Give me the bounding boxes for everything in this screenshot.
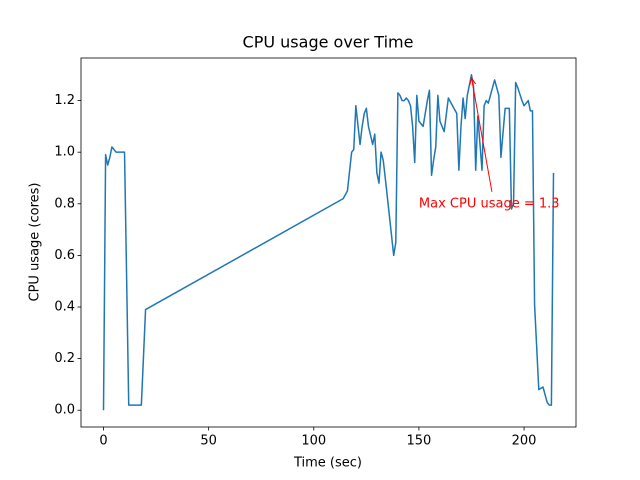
y-tick-label: 0.8 (54, 196, 75, 211)
line (102, 74, 555, 411)
y-tick-label: 0.0 (54, 403, 75, 418)
y-tick-label: 0.6 (54, 248, 75, 263)
y-tick-label: 0.4 (54, 300, 75, 315)
y-tick-label: 1.2 (54, 93, 75, 108)
x-tick-label: 50 (200, 434, 217, 449)
x-tick-label: 0 (99, 434, 107, 449)
annotation-text: Max CPU usage = 1.3 (419, 196, 560, 211)
axes-frame (80, 57, 577, 428)
x-tick-label: 100 (301, 434, 326, 449)
x-axis-label: Time (sec) (293, 456, 362, 471)
chart-title: CPU usage over Time (243, 33, 414, 52)
y-axis-label: CPU usage (cores) (28, 183, 43, 302)
annotation-arrow (471, 78, 493, 192)
x-tick-label: 200 (512, 434, 537, 449)
y-tick-label: 1.0 (54, 145, 75, 160)
y-tick-label: 0.2 (54, 351, 75, 366)
x-tick-label: 150 (407, 434, 432, 449)
